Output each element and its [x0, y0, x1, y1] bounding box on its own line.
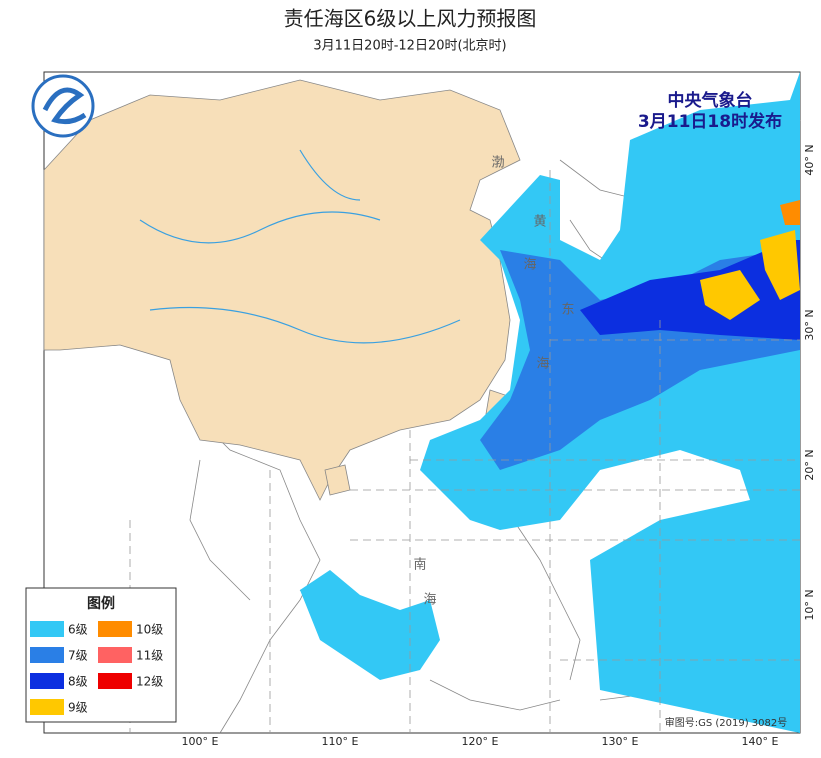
sea-label: 黄 [533, 215, 546, 230]
longitude-labels: 100° E 110° E 120° E 130° E 140° E [182, 735, 779, 748]
sea-label: 东 [561, 303, 574, 318]
title: 责任海区6级以上风力预报图 [284, 7, 537, 31]
legend-swatch [30, 621, 64, 637]
approval-number: 审图号:GS (2019) 3082号 [665, 716, 788, 729]
wind-area [780, 200, 800, 225]
longitude-label: 130° E [602, 735, 639, 748]
legend-swatch [30, 699, 64, 715]
legend-swatch [98, 673, 132, 689]
legend-swatch [30, 647, 64, 663]
wind-area [700, 270, 760, 320]
legend-label: 9级 [68, 701, 88, 715]
latitude-label: 40° N [803, 144, 816, 175]
legend-label: 12级 [136, 675, 163, 689]
sea-label: 海 [423, 593, 436, 608]
legend-title: 图例 [87, 595, 115, 612]
subtitle: 3月11日20时-12日20时(北京时) [313, 39, 506, 54]
wind-area [580, 240, 800, 340]
legend-label: 8级 [68, 675, 88, 689]
legend: 图例 6级 7级 8级 9级 10级 11级 12级 [25, 587, 177, 723]
wind-area [760, 230, 800, 300]
legend-label: 6级 [68, 623, 88, 637]
longitude-label: 100° E [182, 735, 219, 748]
latitude-label: 30° N [803, 309, 816, 340]
longitude-label: 120° E [462, 735, 499, 748]
sea-label: 海 [523, 258, 536, 273]
legend-swatch [98, 647, 132, 663]
map-frame [31, 71, 801, 734]
sea-label: 海 [536, 357, 549, 372]
sea-label: 南 [413, 557, 426, 573]
legend-label: 10级 [136, 623, 163, 637]
latitude-label: 20° N [803, 449, 816, 480]
legend-label: 7级 [68, 649, 88, 663]
longitude-label: 140° E [742, 735, 779, 748]
issuer-name: 中央气象台 [668, 90, 753, 111]
latitude-label: 10° N [803, 589, 816, 620]
longitude-label: 110° E [322, 735, 359, 748]
legend-swatch [98, 621, 132, 637]
latitude-labels: 40° N 30° N 20° N 10° N [803, 144, 816, 620]
legend-swatch [30, 673, 64, 689]
sea-label: 渤 [491, 155, 504, 171]
issue-time: 3月11日18时发布 [638, 111, 782, 132]
wind-areas [300, 72, 800, 733]
legend-label: 11级 [136, 649, 163, 663]
wind-area [300, 570, 440, 680]
